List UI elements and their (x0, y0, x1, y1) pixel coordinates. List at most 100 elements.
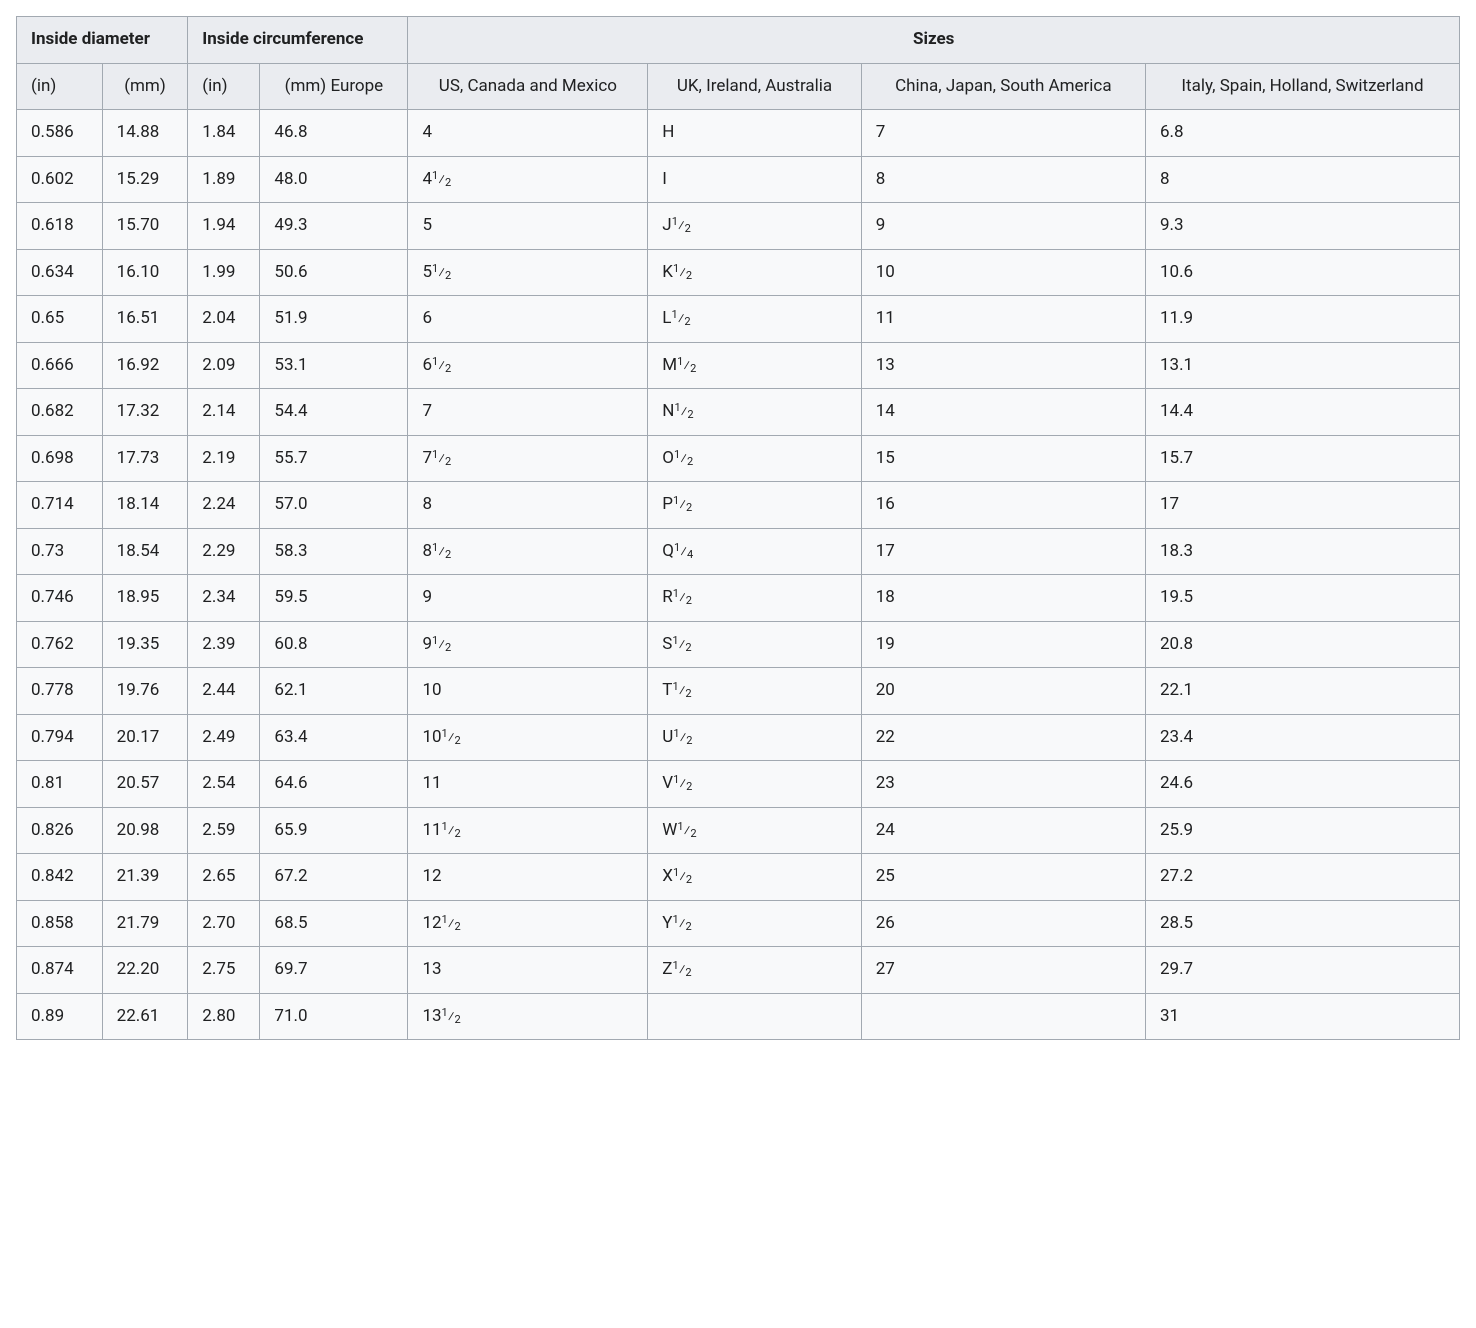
table-row: 0.79420.172.4963.4101⁄2U1⁄22223.4 (17, 714, 1460, 761)
table-cell: 25 (861, 854, 1145, 901)
table-cell: 0.666 (17, 342, 103, 389)
table-cell: 12 (408, 854, 648, 901)
table-row: 0.7318.542.2958.381⁄2Q1⁄41718.3 (17, 528, 1460, 575)
table-cell: 101⁄2 (408, 714, 648, 761)
table-cell: 2.39 (188, 621, 260, 668)
table-cell: 48.0 (260, 156, 408, 203)
table-cell (648, 993, 861, 1040)
table-cell: 0.746 (17, 575, 103, 622)
table-cell: 1.84 (188, 110, 260, 157)
table-cell: 59.5 (260, 575, 408, 622)
table-cell: 1.89 (188, 156, 260, 203)
table-cell: 9 (408, 575, 648, 622)
table-cell: L1⁄2 (648, 296, 861, 343)
table-cell: 13 (861, 342, 1145, 389)
table-cell: 10 (861, 249, 1145, 296)
table-cell: 0.698 (17, 435, 103, 482)
ring-size-table: Inside diameterInside circumferenceSizes… (16, 16, 1460, 1040)
table-cell: 26 (861, 900, 1145, 947)
table-row: 0.68217.322.1454.47N1⁄21414.4 (17, 389, 1460, 436)
table-cell: S1⁄2 (648, 621, 861, 668)
table-cell: 9.3 (1145, 203, 1459, 250)
table-body: 0.58614.881.8446.84H76.80.60215.291.8948… (17, 110, 1460, 1040)
table-cell: K1⁄2 (648, 249, 861, 296)
table-cell: H (648, 110, 861, 157)
table-cell: U1⁄2 (648, 714, 861, 761)
header-sub: (mm) Europe (260, 63, 408, 110)
table-cell: 2.65 (188, 854, 260, 901)
table-cell: R1⁄2 (648, 575, 861, 622)
table-cell: 19.35 (102, 621, 188, 668)
header-group: Inside diameter (17, 17, 188, 64)
table-cell: 16.92 (102, 342, 188, 389)
table-row: 0.6516.512.0451.96L1⁄21111.9 (17, 296, 1460, 343)
table-row: 0.61815.701.9449.35J1⁄299.3 (17, 203, 1460, 250)
table-cell: 23 (861, 761, 1145, 808)
table-cell: 2.59 (188, 807, 260, 854)
table-row: 0.84221.392.6567.212X1⁄22527.2 (17, 854, 1460, 901)
table-cell: 16.51 (102, 296, 188, 343)
table-cell: 16 (861, 482, 1145, 529)
table-cell: 17 (861, 528, 1145, 575)
table-cell: 0.762 (17, 621, 103, 668)
table-cell: 6.8 (1145, 110, 1459, 157)
table-cell: 20.8 (1145, 621, 1459, 668)
table-cell: 24.6 (1145, 761, 1459, 808)
table-cell: 10.6 (1145, 249, 1459, 296)
table-head: Inside diameterInside circumferenceSizes… (17, 17, 1460, 110)
header-sub: (in) (188, 63, 260, 110)
table-cell: I (648, 156, 861, 203)
table-cell: 15.7 (1145, 435, 1459, 482)
table-cell: 25.9 (1145, 807, 1459, 854)
table-cell: P1⁄2 (648, 482, 861, 529)
table-cell: 7 (408, 389, 648, 436)
table-cell: 2.70 (188, 900, 260, 947)
table-cell: 1.94 (188, 203, 260, 250)
table-cell: 54.4 (260, 389, 408, 436)
table-cell: 91⁄2 (408, 621, 648, 668)
table-cell: 0.81 (17, 761, 103, 808)
table-cell: 0.586 (17, 110, 103, 157)
table-cell: 68.5 (260, 900, 408, 947)
table-cell: 0.794 (17, 714, 103, 761)
table-row: 0.58614.881.8446.84H76.8 (17, 110, 1460, 157)
table-cell: 11 (861, 296, 1145, 343)
table-cell: 71⁄2 (408, 435, 648, 482)
header-group: Sizes (408, 17, 1460, 64)
table-cell: 7 (861, 110, 1145, 157)
table-cell: 18.14 (102, 482, 188, 529)
table-cell: W1⁄2 (648, 807, 861, 854)
table-row: 0.74618.952.3459.59R1⁄21819.5 (17, 575, 1460, 622)
table-cell: 53.1 (260, 342, 408, 389)
table-cell: V1⁄2 (648, 761, 861, 808)
table-cell: Y1⁄2 (648, 900, 861, 947)
header-group-row: Inside diameterInside circumferenceSizes (17, 17, 1460, 64)
table-cell: 60.8 (260, 621, 408, 668)
table-row: 0.69817.732.1955.771⁄2O1⁄21515.7 (17, 435, 1460, 482)
table-cell: 2.75 (188, 947, 260, 994)
table-cell: 2.80 (188, 993, 260, 1040)
table-cell: 65.9 (260, 807, 408, 854)
table-cell: 8 (408, 482, 648, 529)
table-cell: 71.0 (260, 993, 408, 1040)
table-cell: 20.98 (102, 807, 188, 854)
table-cell: 121⁄2 (408, 900, 648, 947)
table-cell: 18 (861, 575, 1145, 622)
table-cell: 2.19 (188, 435, 260, 482)
table-cell: 23.4 (1145, 714, 1459, 761)
table-cell: 9 (861, 203, 1145, 250)
table-row: 0.60215.291.8948.041⁄2I88 (17, 156, 1460, 203)
table-row: 0.87422.202.7569.713Z1⁄22729.7 (17, 947, 1460, 994)
table-cell: 8 (861, 156, 1145, 203)
table-cell: 58.3 (260, 528, 408, 575)
table-cell: 14.88 (102, 110, 188, 157)
table-cell (861, 993, 1145, 1040)
table-cell: 131⁄2 (408, 993, 648, 1040)
table-cell: 0.842 (17, 854, 103, 901)
header-sub: (mm) (102, 63, 188, 110)
table-row: 0.71418.142.2457.08P1⁄21617 (17, 482, 1460, 529)
table-cell: 18.54 (102, 528, 188, 575)
header-sub: US, Canada and Mexico (408, 63, 648, 110)
table-cell: 22.20 (102, 947, 188, 994)
table-cell: 14 (861, 389, 1145, 436)
